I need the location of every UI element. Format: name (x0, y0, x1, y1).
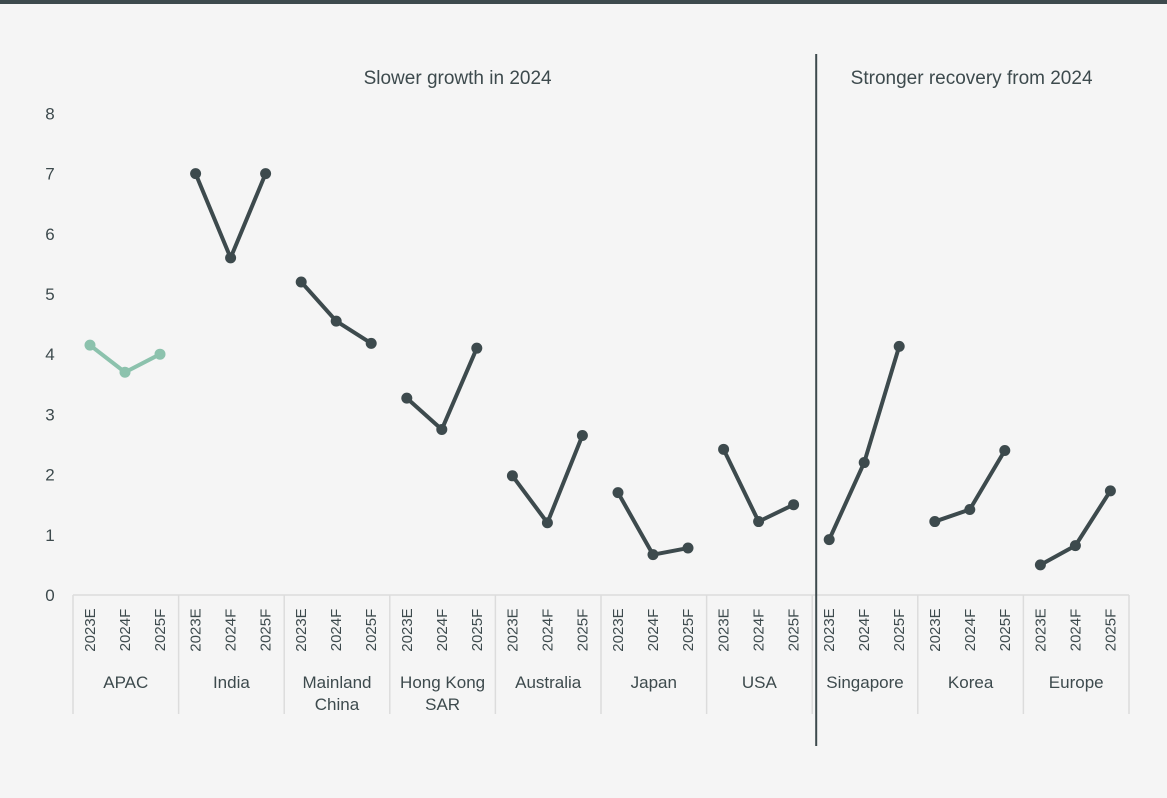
y-tick-label: 0 (45, 586, 54, 605)
period-tick-label: 2025F (469, 609, 486, 652)
period-tick-label: 2024F (751, 609, 768, 652)
category-label: Korea (948, 673, 994, 692)
period-tick-label: 2023E (188, 608, 205, 651)
period-tick-label: 2023E (610, 608, 627, 651)
y-tick-label: 2 (45, 466, 54, 485)
period-tick-label: 2023E (821, 608, 838, 651)
period-tick-label: 2024F (434, 609, 451, 652)
data-point (225, 252, 237, 264)
data-point (718, 443, 730, 455)
period-tick-label: 2025F (574, 609, 591, 652)
period-tick-label: 2024F (328, 609, 345, 652)
period-tick-label: 2023E (504, 608, 521, 651)
data-point (612, 487, 624, 499)
period-tick-label: 2025F (786, 609, 803, 652)
period-tick-label: 2025F (1102, 609, 1119, 652)
section-label-slower-growth: Slower growth in 2024 (364, 68, 552, 89)
period-tick-label: 2024F (645, 609, 662, 652)
data-point (154, 348, 166, 360)
data-point (1034, 559, 1046, 571)
period-tick-label: 2023E (399, 608, 416, 651)
data-point (893, 340, 905, 352)
data-point (436, 423, 448, 435)
data-point (541, 517, 553, 529)
period-tick-label: 2025F (997, 609, 1014, 652)
period-tick-label: 2023E (293, 608, 310, 651)
data-point (365, 337, 377, 349)
period-tick-label: 2024F (856, 609, 873, 652)
period-tick-label: 2024F (1067, 609, 1084, 652)
period-tick-label: 2024F (962, 609, 979, 652)
period-tick-label: 2025F (363, 609, 380, 652)
category-label: Japan (631, 673, 677, 692)
period-tick-label: 2024F (223, 609, 240, 652)
category-label: Hong Kong (400, 673, 485, 692)
data-point (119, 366, 131, 378)
y-tick-label: 5 (45, 285, 54, 304)
y-tick-label: 7 (45, 165, 54, 184)
data-point (1069, 540, 1081, 552)
y-tick-label: 8 (45, 104, 54, 123)
data-point (295, 276, 307, 288)
data-point (964, 504, 976, 516)
data-point (330, 315, 342, 327)
period-tick-label: 2025F (891, 609, 908, 652)
data-point (260, 168, 272, 180)
category-label: Australia (515, 673, 582, 692)
data-point (401, 392, 413, 404)
period-tick-label: 2024F (117, 609, 134, 652)
category-label: Singapore (826, 673, 904, 692)
data-point (823, 534, 835, 546)
category-label: APAC (103, 673, 148, 692)
category-label: SAR (425, 695, 460, 714)
period-tick-label: 2023E (1032, 608, 1049, 651)
data-point (576, 429, 588, 441)
period-tick-label: 2024F (539, 609, 556, 652)
category-label: India (213, 673, 250, 692)
y-tick-label: 4 (45, 345, 54, 364)
period-tick-label: 2023E (716, 608, 733, 651)
section-label-stronger-recovery: Stronger recovery from 2024 (851, 68, 1093, 89)
data-point (682, 542, 694, 554)
y-tick-label: 1 (45, 526, 54, 545)
top-border (0, 0, 1167, 4)
data-point (753, 516, 765, 528)
data-point (84, 339, 96, 351)
data-point (1104, 485, 1116, 497)
data-point (471, 342, 483, 354)
data-point (858, 457, 870, 469)
data-point (929, 516, 941, 528)
y-tick-label: 3 (45, 405, 54, 424)
category-label: Europe (1049, 673, 1104, 692)
data-point (506, 470, 518, 482)
period-tick-label: 2025F (152, 609, 169, 652)
data-point (647, 549, 659, 561)
data-point (788, 499, 800, 511)
category-label: Mainland (303, 673, 372, 692)
category-label: China (315, 695, 360, 714)
period-tick-label: 2023E (82, 608, 99, 651)
data-point (999, 445, 1011, 457)
category-label: USA (742, 673, 778, 692)
period-tick-label: 2023E (927, 608, 944, 651)
period-tick-label: 2025F (258, 609, 275, 652)
period-tick-label: 2025F (680, 609, 697, 652)
data-point (190, 168, 202, 180)
y-tick-label: 6 (45, 225, 54, 244)
